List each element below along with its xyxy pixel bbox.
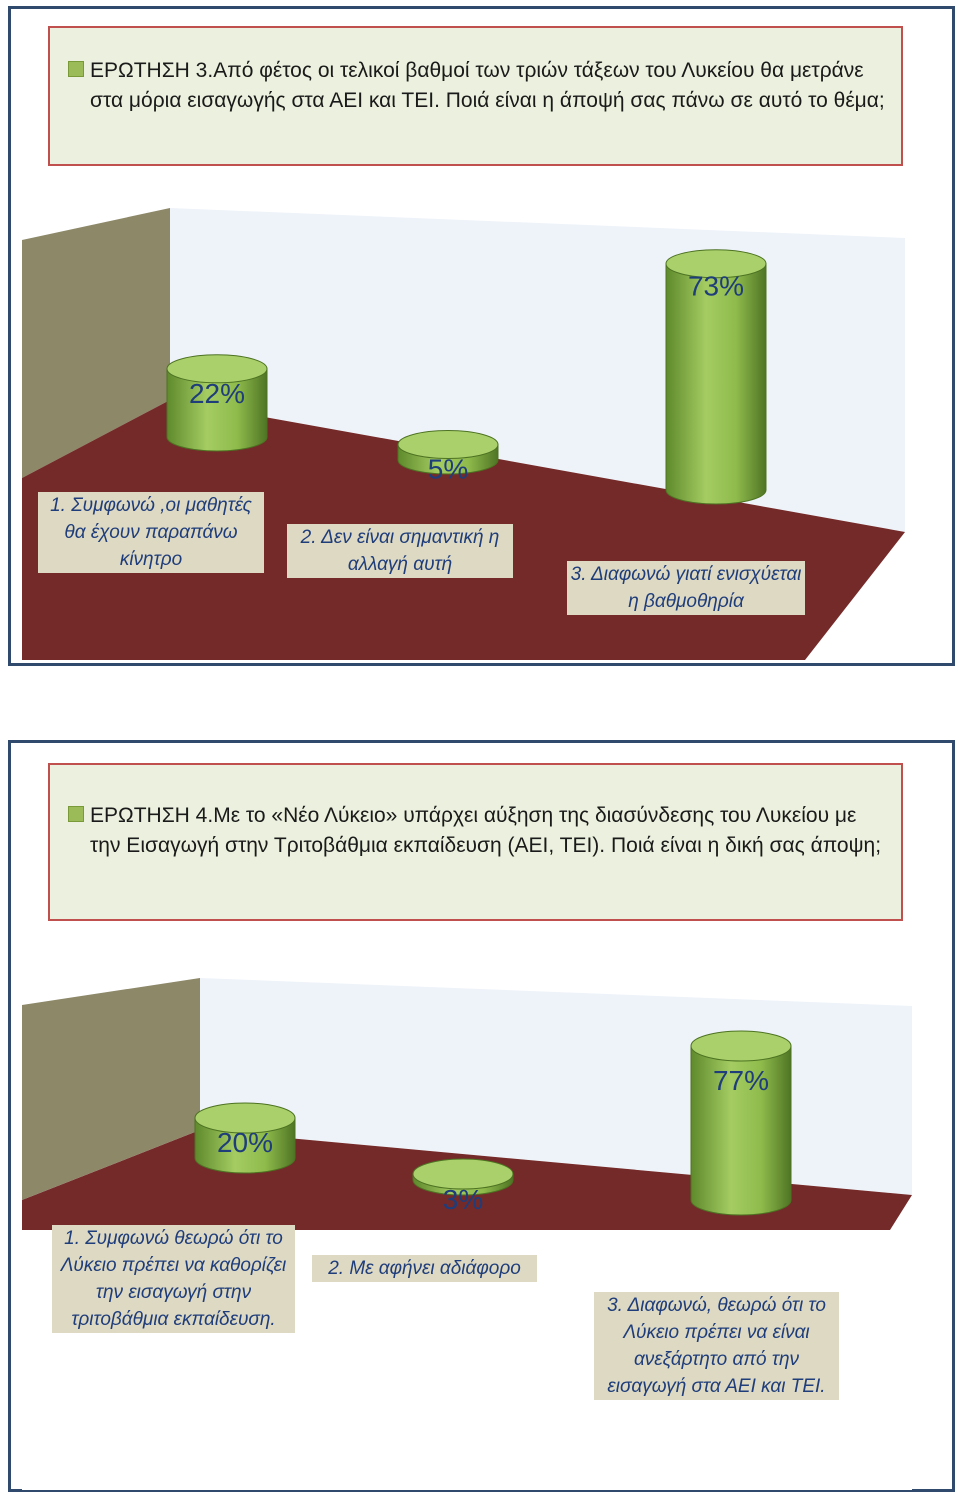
data-label-3: 73% <box>688 271 744 302</box>
category-label-3: 3. Διαφωνώ γιατί ενισχύεται η βαθμοθηρία <box>567 561 805 615</box>
side-wall <box>22 978 200 1200</box>
category-label-2: 2. Με αφήνει αδιάφορο <box>312 1255 537 1282</box>
side-wall <box>22 208 170 478</box>
category-label-1: 1. Συμφωνώ θεωρώ ότι το Λύκειο πρέπει να… <box>52 1225 295 1333</box>
data-label-1: 22% <box>189 378 245 409</box>
cylinder-chart-2: 20% 3% 77% <box>22 978 912 1490</box>
category-label-3: 3. Διαφωνώ, θεωρώ ότι το Λύκειο πρέπει ν… <box>594 1292 839 1400</box>
question-title-2: ΕΡΩΤΗΣΗ 4.Με το «Νέο Λύκειο» υπάρχει αύξ… <box>90 804 882 857</box>
bar-2 <box>397 430 499 475</box>
cylinder-chart-1: 22% 5% 73% <box>22 208 905 660</box>
data-label-3: 77% <box>713 1065 769 1096</box>
question-box-2: ΕΡΩΤΗΣΗ 4.Με το «Νέο Λύκειο» υπάρχει αύξ… <box>48 763 903 921</box>
bar-1 <box>166 354 268 452</box>
category-label-1: 1. Συμφωνώ ,οι μαθητές θα έχουν παραπάνω… <box>38 492 264 573</box>
data-label-1: 20% <box>217 1127 273 1158</box>
bar-3 <box>690 1030 792 1216</box>
question-title-1: ΕΡΩΤΗΣΗ 3.Από φέτος οι τελικοί βαθμοί τω… <box>90 59 885 112</box>
category-label-2: 2. Δεν είναι σημαντική η αλλαγή αυτή <box>287 524 513 578</box>
data-label-2: 3% <box>443 1184 483 1215</box>
question-box-1: ΕΡΩΤΗΣΗ 3.Από φέτος οι τελικοί βαθμοί τω… <box>48 26 903 166</box>
legend-marker-icon <box>68 61 84 77</box>
bar-1 <box>194 1102 296 1174</box>
legend-marker-icon <box>68 806 84 822</box>
bar-2 <box>412 1158 514 1196</box>
bar-3 <box>665 249 767 505</box>
data-label-2: 5% <box>428 454 468 485</box>
